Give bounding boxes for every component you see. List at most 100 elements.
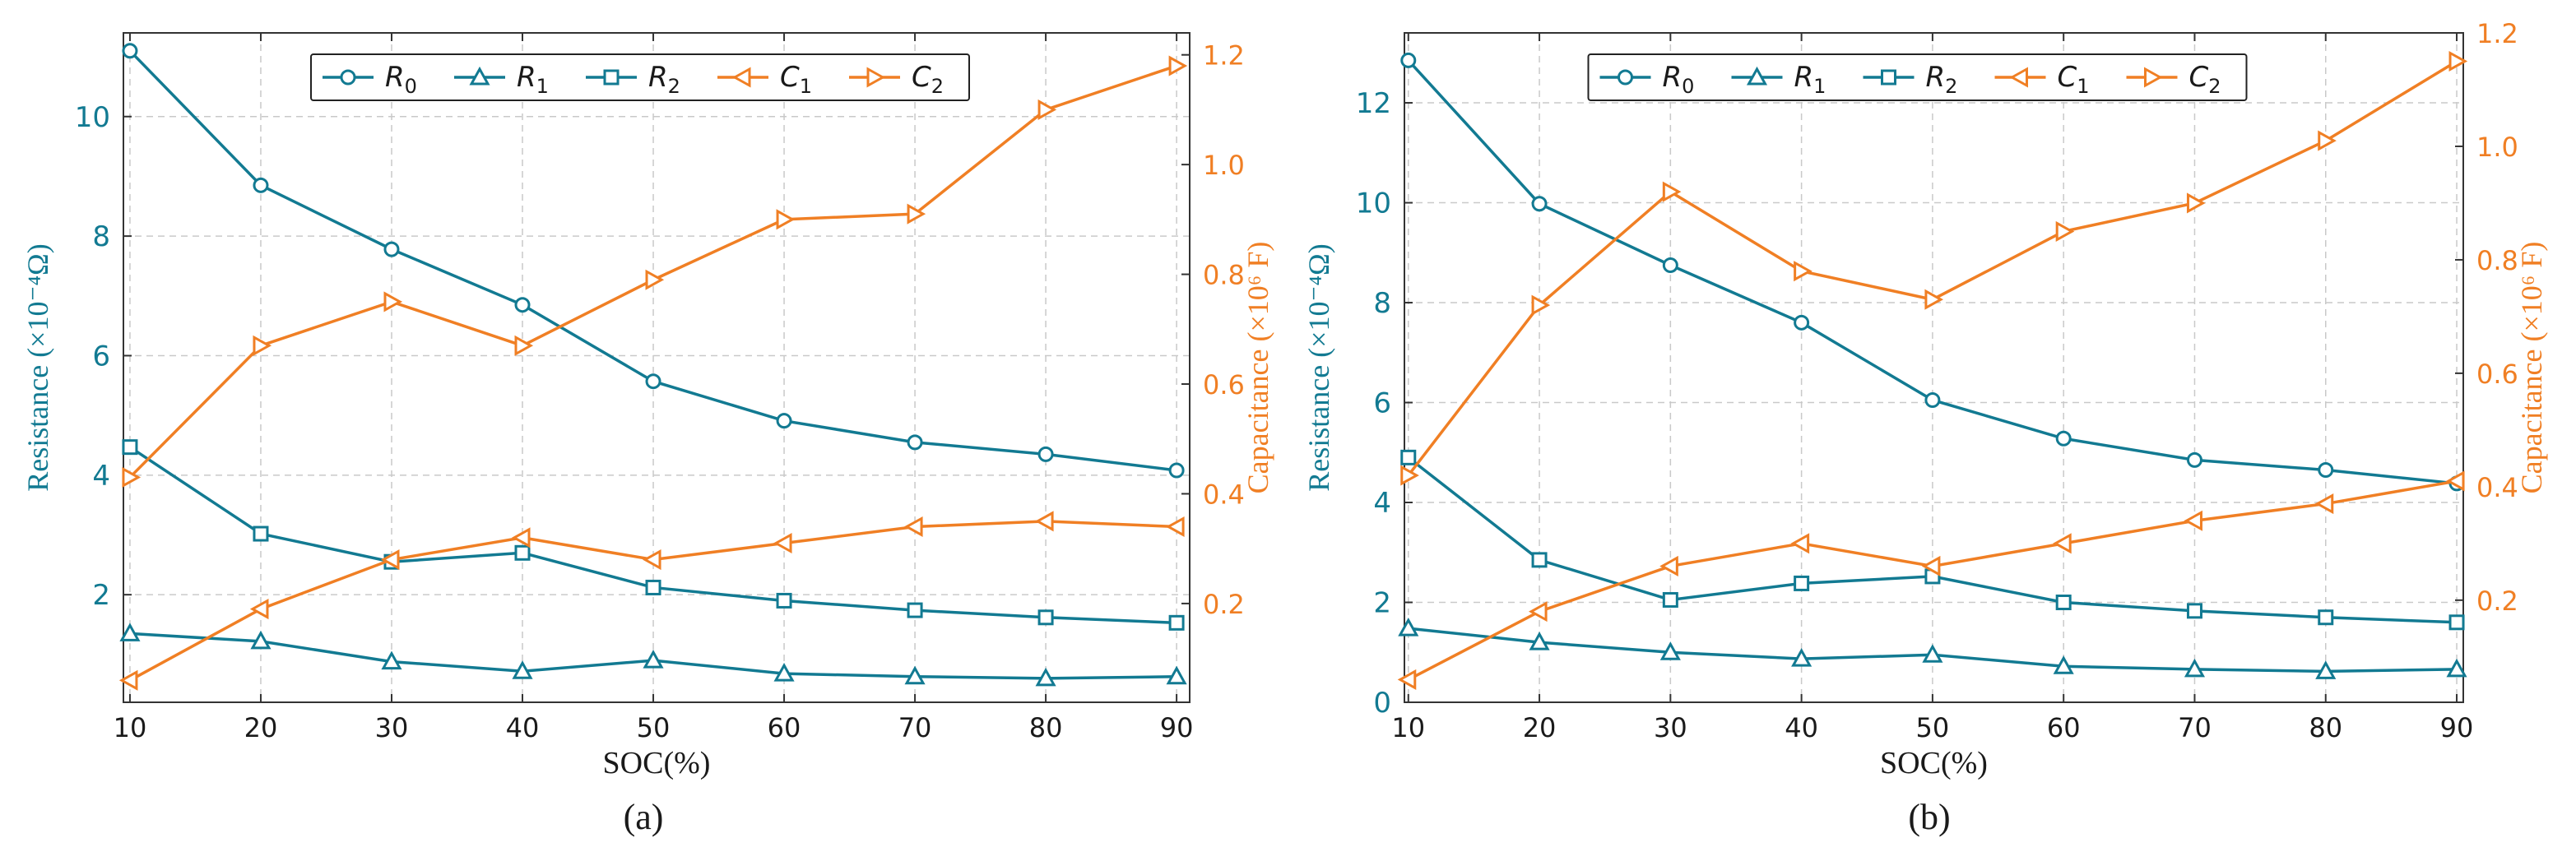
data-point xyxy=(907,602,923,618)
legend-label-name: C xyxy=(912,61,931,94)
series-c1 xyxy=(1397,470,2465,690)
data-point xyxy=(2446,658,2467,678)
series-r1 xyxy=(119,623,1187,687)
data-point xyxy=(1794,314,1810,331)
legend-label: C2 xyxy=(2189,61,2221,98)
legend-label-subscript: 1 xyxy=(2077,75,2089,98)
data-point xyxy=(2184,658,2206,678)
y-right-tick-label: 1.0 xyxy=(2476,132,2518,163)
data-point xyxy=(1794,261,1812,282)
legend-label-name: R xyxy=(1663,61,1683,94)
data-point xyxy=(514,297,531,313)
y-left-tick-label: 4 xyxy=(1373,487,1391,520)
panel-label: (a) xyxy=(624,797,664,837)
legend-label: C1 xyxy=(2058,61,2090,98)
legend-label: R0 xyxy=(385,61,417,98)
data-point xyxy=(1662,181,1682,202)
legend-item-c2: C2 xyxy=(2126,61,2221,98)
series-line xyxy=(1407,59,2458,485)
legend-label-name: R xyxy=(385,61,405,94)
data-point xyxy=(1662,257,1678,273)
data-point xyxy=(1398,618,1419,636)
legend-marker xyxy=(340,69,356,86)
x-tick-label: 90 xyxy=(2440,712,2474,743)
data-point xyxy=(1531,552,1548,568)
legend-marker xyxy=(603,69,620,86)
legend-item-c1: C1 xyxy=(1994,61,2090,98)
data-point xyxy=(512,660,533,679)
legend-label-subscript: 2 xyxy=(1945,75,1957,98)
data-point xyxy=(122,439,138,456)
data-point xyxy=(383,291,403,312)
data-point xyxy=(2186,192,2206,214)
legend-marker xyxy=(1881,69,1896,86)
data-point xyxy=(511,527,531,549)
x-tick-label: 60 xyxy=(2047,712,2081,743)
legend-label-name: C xyxy=(2189,61,2209,94)
y-left-tick-label: 10 xyxy=(1356,187,1391,220)
data-point xyxy=(250,630,272,650)
data-point xyxy=(1034,511,1054,532)
data-point xyxy=(903,516,923,538)
x-tick-label: 70 xyxy=(2178,712,2212,743)
x-tick-label: 40 xyxy=(1785,712,1818,743)
legend-label: R2 xyxy=(648,61,680,98)
data-point xyxy=(381,650,402,670)
legend-label-name: R xyxy=(1926,61,1946,94)
legend-label-name: C xyxy=(2058,61,2077,94)
data-point xyxy=(1790,533,1810,554)
data-point xyxy=(1921,555,1941,576)
data-point xyxy=(1035,667,1056,687)
y-right-tick-label: 1.2 xyxy=(1203,40,1245,72)
legend-item-c2: C2 xyxy=(849,61,944,98)
y-right-tick-label: 0.2 xyxy=(1203,589,1245,620)
legend-item-r2: R2 xyxy=(1863,61,1958,98)
data-point xyxy=(2318,462,2334,479)
legend-box xyxy=(310,53,970,101)
data-point xyxy=(1924,391,1941,408)
data-point xyxy=(1166,516,1185,538)
data-point xyxy=(645,579,661,595)
y-right-tick-label: 0.8 xyxy=(1203,260,1245,291)
data-point xyxy=(1659,641,1681,660)
legend-marker xyxy=(866,67,886,88)
legend-label: R1 xyxy=(517,61,549,98)
legend-label: R2 xyxy=(1926,61,1958,98)
data-point xyxy=(2053,533,2072,554)
series-c2 xyxy=(122,55,1188,488)
data-point xyxy=(383,241,400,257)
y-left-axis-label: Resistance (×10⁻⁴Ω) xyxy=(21,243,54,492)
panel-label: (b) xyxy=(1908,797,1950,837)
legend-item-r2: R2 xyxy=(586,61,680,98)
x-tick-label: 70 xyxy=(898,712,932,743)
data-point xyxy=(1168,55,1188,76)
chart-panel-a: 10 20 30 40 50 60 70 80 902468100.20.40.60.81.01… xyxy=(21,32,1274,837)
data-point xyxy=(1037,99,1057,120)
data-point xyxy=(1400,52,1417,68)
data-point xyxy=(2055,430,2072,447)
data-point xyxy=(249,599,269,620)
legend-marker xyxy=(731,67,751,88)
y-left-axis-label: Resistance (×10⁻⁴Ω) xyxy=(1302,243,1335,492)
legend: R0 R1 R2 C1 C2 xyxy=(1587,53,2248,101)
y-right-axis-label: Capacitance (×10⁶ F) xyxy=(2515,242,2548,494)
y-left-tick-label: 6 xyxy=(92,340,110,373)
data-point xyxy=(2055,595,2072,611)
data-point xyxy=(2314,493,2334,515)
grid xyxy=(1404,33,2463,703)
x-tick-label: 80 xyxy=(2309,712,2342,743)
y-left-tick-label: 10 xyxy=(75,101,110,134)
legend-label-subscript: 0 xyxy=(405,75,417,98)
series-c2 xyxy=(1400,50,2468,486)
data-point xyxy=(776,592,792,609)
legend-label-subscript: 0 xyxy=(1682,75,1694,98)
data-point xyxy=(1166,665,1187,685)
y-left-tick-label: 2 xyxy=(92,579,110,612)
data-point xyxy=(907,203,926,225)
data-point xyxy=(1528,601,1548,623)
data-point xyxy=(2055,220,2075,242)
data-point xyxy=(253,177,269,193)
data-point xyxy=(1659,555,1678,576)
legend-item-r1: R1 xyxy=(454,61,549,98)
